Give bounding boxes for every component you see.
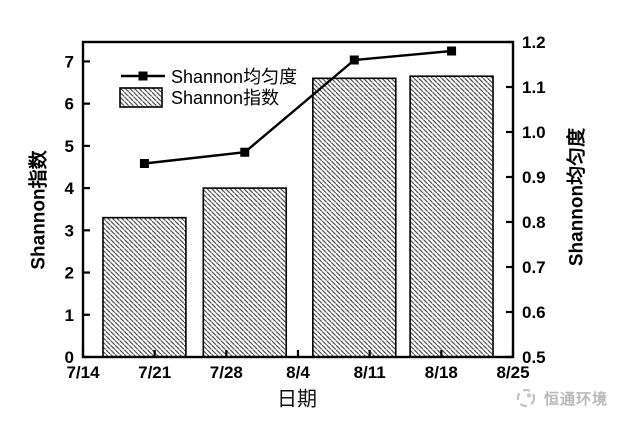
line-series-shannon-evenness	[139, 46, 457, 168]
x-tick-label: 8/4	[286, 363, 310, 382]
left-tick-label: 6	[65, 95, 74, 114]
right-tick-label: 0.7	[522, 258, 546, 277]
bar-7-14-series-point-2	[312, 77, 397, 358]
y-axis-title-left: Shannon指数	[28, 150, 50, 270]
square-marker-1	[240, 147, 250, 157]
company-logo-icon	[516, 388, 536, 408]
axes: 0 1 2 3 4 5 6 7 0.5 0.6 0.7 0.8 0.9 1.0 1.1 1.2 7/14 7/21…	[65, 33, 546, 382]
evenness-line	[144, 49, 452, 165]
right-tick-label: 1.0	[522, 123, 546, 142]
legend-label-evenness: Shannon均匀度	[171, 67, 297, 87]
left-tick-label: 1	[65, 306, 74, 325]
x-tick-label: 8/11	[354, 363, 386, 382]
watermark: 恒通环境	[514, 386, 608, 410]
bar-7-14-series-point-1	[202, 187, 288, 358]
left-tick-label: 2	[65, 264, 74, 283]
right-tick-label: 1.2	[522, 33, 546, 52]
x-tick-label: 7/14	[66, 363, 100, 382]
left-tick-label: 0	[65, 348, 74, 367]
right-tick-label: 0.5	[522, 348, 546, 367]
left-tick-label: 4	[65, 179, 75, 198]
left-tick-label: 5	[65, 137, 74, 156]
left-tick-label: 3	[65, 221, 74, 240]
legend-hatch-swatch	[119, 87, 163, 108]
square-marker-2	[349, 55, 359, 65]
square-marker-0	[139, 159, 149, 168]
square-marker-3	[447, 46, 457, 56]
left-tick-label: 7	[65, 52, 74, 71]
x-tick-label: 7/21	[138, 363, 171, 382]
right-tick-label: 0.6	[522, 303, 546, 322]
x-tick-label: 7/28	[210, 363, 243, 382]
x-axis-title: 日期	[277, 388, 317, 411]
legend-label-index: Shannon指数	[171, 88, 279, 108]
bar-series-shannon-index	[102, 75, 494, 358]
bar-7-14-series-point-3	[409, 75, 494, 358]
watermark-text: 恒通环境	[544, 390, 609, 408]
x-tick-label: 8/25	[496, 363, 529, 382]
legend-square-marker	[138, 71, 148, 81]
right-tick-label: 1.1	[522, 78, 546, 97]
right-tick-label: 0.8	[522, 213, 546, 232]
y-axis-title-right: Shannon均匀度	[566, 127, 588, 267]
right-tick-label: 0.9	[522, 168, 546, 187]
bar-7-14-series-point-0	[102, 216, 187, 358]
x-tick-label: 8/18	[425, 363, 458, 382]
